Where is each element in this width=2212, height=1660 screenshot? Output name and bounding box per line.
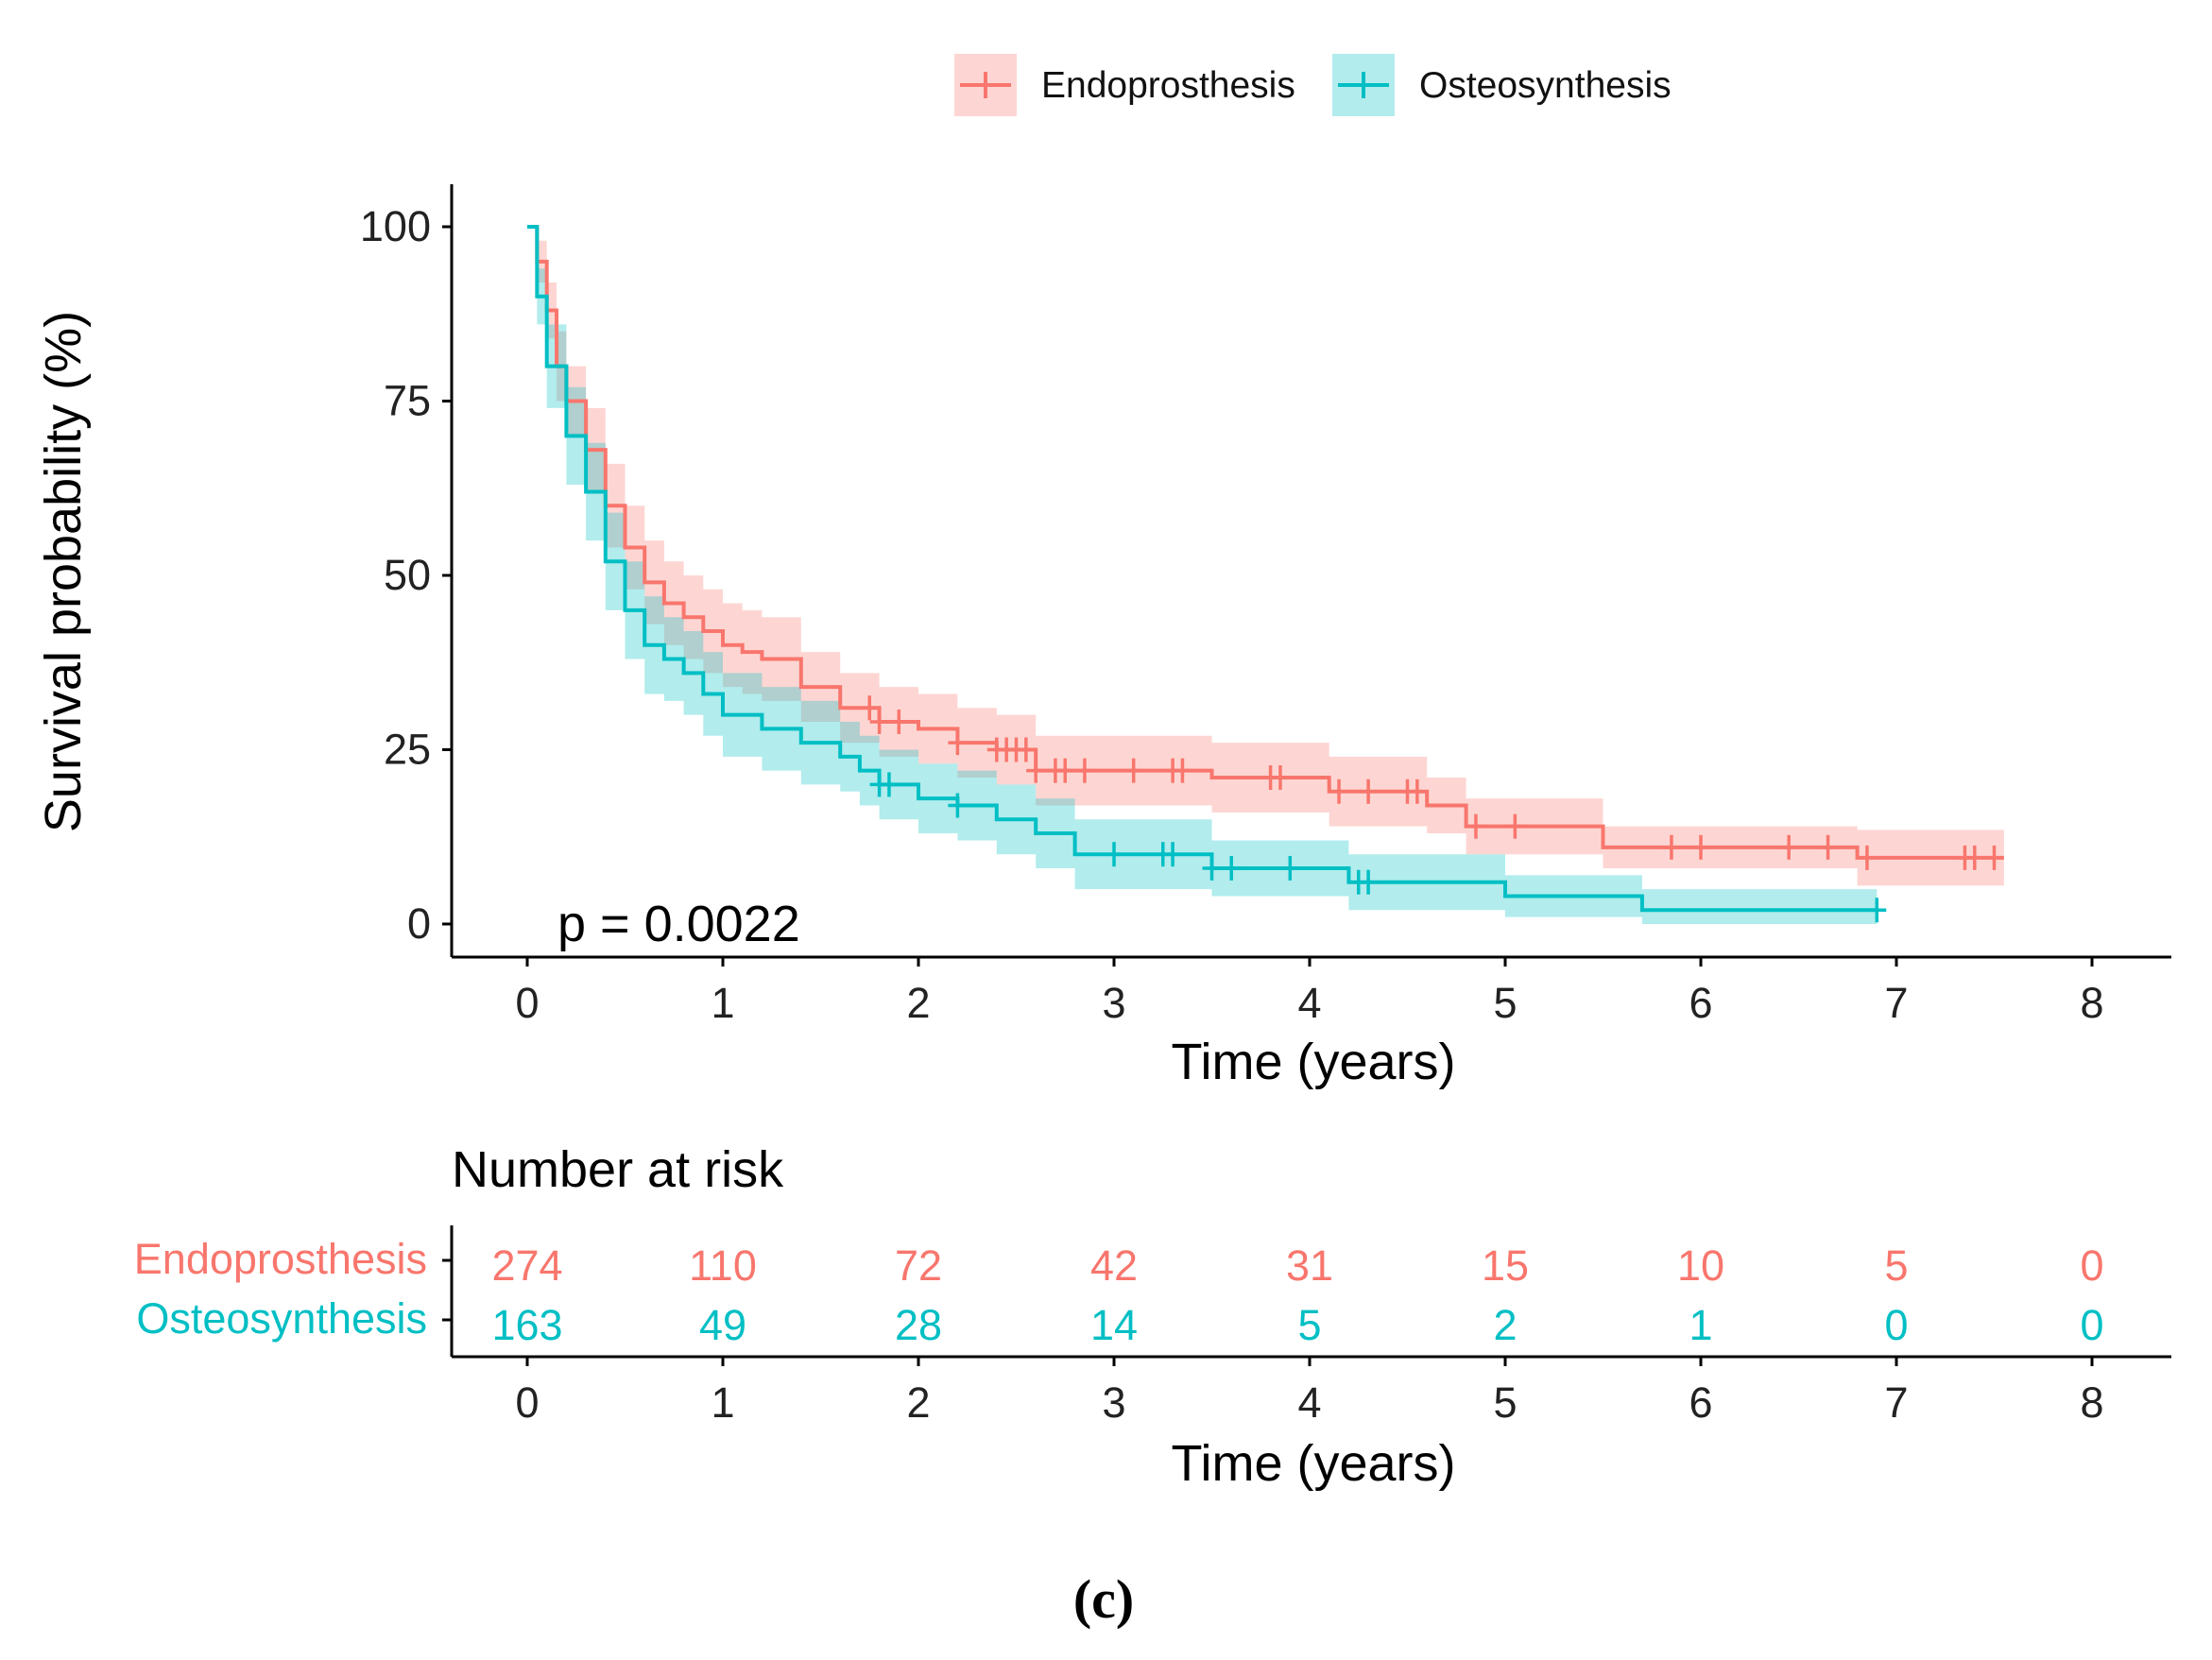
ci-band-endoprosthesis (527, 227, 2004, 886)
x-tick-label: 7 (1884, 979, 1908, 1027)
risk-count: 110 (689, 1241, 757, 1290)
risk-count: 0 (2080, 1301, 2103, 1349)
survival-curve-osteosynthesis (527, 225, 1878, 913)
risk-row-label: Endoprosthesis (134, 1235, 427, 1283)
risk-x-tick-label: 2 (906, 1378, 930, 1427)
risk-x-tick-label: 1 (711, 1378, 734, 1427)
y-tick-label: 50 (384, 551, 431, 599)
risk-count: 72 (895, 1241, 942, 1290)
risk-count: 10 (1677, 1241, 1724, 1290)
risk-count: 31 (1286, 1241, 1333, 1290)
legend-label-0: Endoprosthesis (1041, 65, 1295, 106)
panel-label: (c) (1073, 1568, 1134, 1630)
risk-count: 49 (699, 1301, 746, 1349)
ci-band-osteosynthesis (527, 227, 1878, 924)
x-tick-label: 8 (2080, 979, 2103, 1027)
x-tick-label: 2 (906, 979, 930, 1027)
risk-count: 0 (1884, 1301, 1908, 1349)
y-tick-label: 100 (360, 202, 431, 250)
risk-x-axis-title: Time (years) (1171, 1435, 1455, 1492)
risk-count: 163 (491, 1301, 562, 1349)
risk-x-tick-label: 8 (2080, 1378, 2103, 1427)
x-tick-label: 1 (711, 979, 734, 1027)
risk-x-tick-label: 7 (1884, 1378, 1908, 1427)
risk-count: 5 (1884, 1241, 1908, 1290)
y-axis-title: Survival probability (%) (35, 311, 92, 832)
risk-count: 15 (1482, 1241, 1529, 1290)
legend-label-1: Osteosynthesis (1419, 65, 1672, 106)
risk-count: 28 (895, 1301, 942, 1349)
x-tick-label: 6 (1689, 979, 1712, 1027)
risk-x-tick-label: 3 (1102, 1378, 1125, 1427)
x-tick-label: 4 (1297, 979, 1321, 1027)
risk-x-tick-label: 4 (1297, 1378, 1321, 1427)
risk-count: 2 (1493, 1301, 1517, 1349)
risk-x-tick-label: 5 (1493, 1378, 1517, 1427)
survival-curve-endoprosthesis (527, 225, 2004, 860)
x-tick-label: 0 (515, 979, 539, 1027)
x-axis-title: Time (years) (1171, 1034, 1455, 1090)
risk-count: 14 (1090, 1301, 1138, 1349)
risk-count: 274 (491, 1241, 562, 1290)
x-tick-label: 5 (1493, 979, 1517, 1027)
risk-x-tick-label: 6 (1689, 1378, 1712, 1427)
risk-table-title: Number at risk (452, 1141, 784, 1198)
x-tick-label: 3 (1102, 979, 1125, 1027)
y-tick-label: 0 (407, 899, 431, 948)
risk-count: 0 (2080, 1241, 2103, 1290)
risk-count: 5 (1297, 1301, 1321, 1349)
y-tick-label: 75 (384, 377, 431, 425)
risk-count: 42 (1090, 1241, 1138, 1290)
p-value-annotation: p = 0.0022 (557, 896, 800, 952)
risk-count: 1 (1689, 1301, 1712, 1349)
y-tick-label: 25 (384, 726, 431, 774)
risk-row-label: Osteosynthesis (136, 1294, 427, 1343)
risk-x-tick-label: 0 (515, 1378, 539, 1427)
